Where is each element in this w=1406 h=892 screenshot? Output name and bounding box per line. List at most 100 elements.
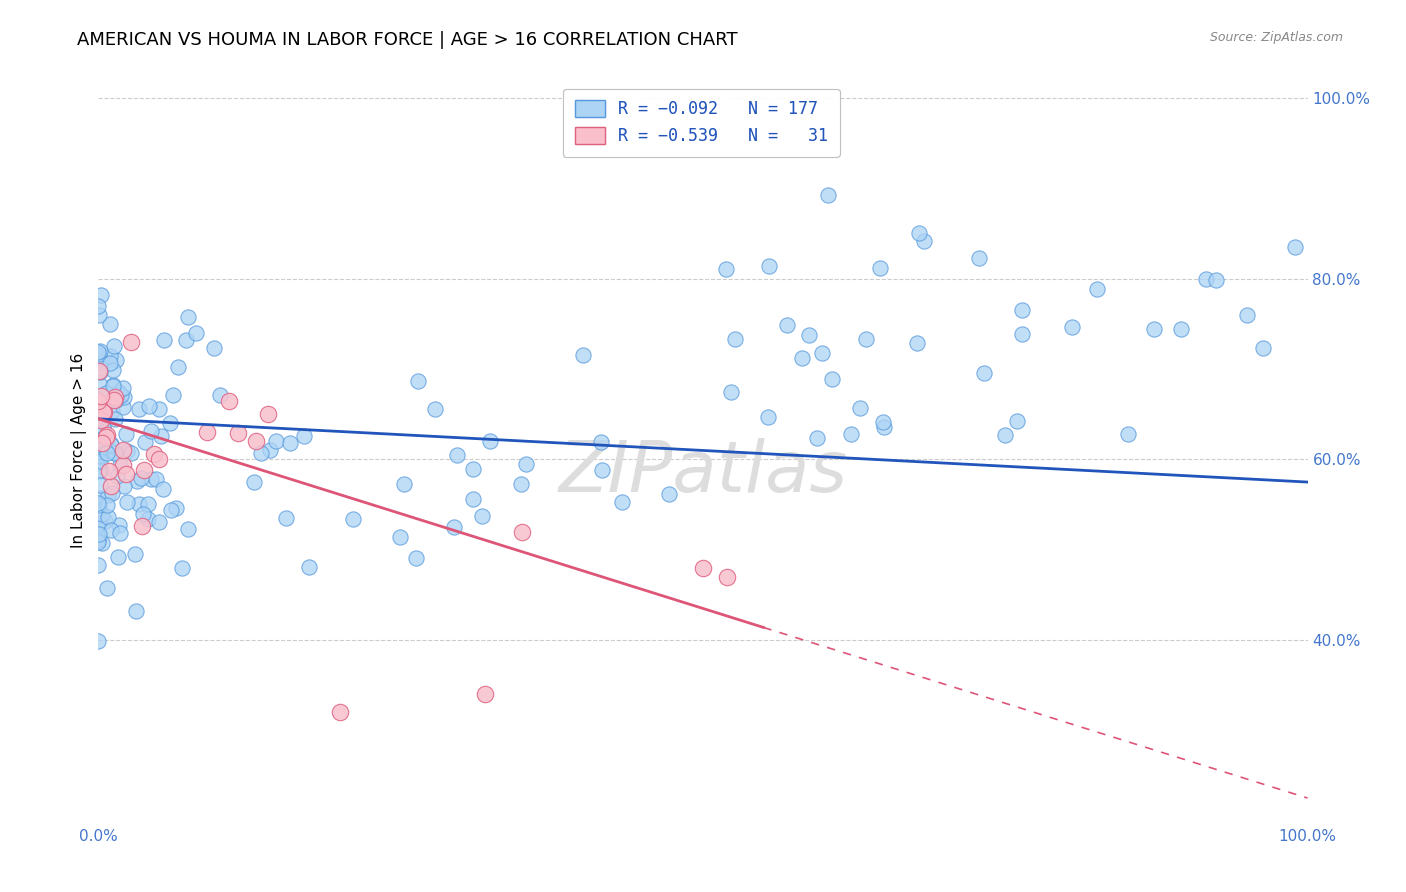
Point bbox=[87, 456, 110, 470]
Point bbox=[1205, 273, 1227, 287]
Point bbox=[90, 355, 112, 369]
Point bbox=[104, 390, 127, 404]
Point bbox=[87, 534, 110, 549]
Point bbox=[90, 288, 112, 302]
Point bbox=[121, 335, 143, 350]
Point bbox=[112, 390, 135, 404]
Point bbox=[87, 458, 110, 473]
Point bbox=[572, 348, 595, 362]
Point bbox=[141, 473, 163, 487]
Point bbox=[446, 448, 468, 462]
Point bbox=[97, 488, 120, 502]
Point bbox=[110, 388, 132, 402]
Point bbox=[342, 511, 364, 525]
Point bbox=[101, 485, 124, 500]
Point bbox=[87, 344, 110, 359]
Point bbox=[152, 482, 174, 496]
Point bbox=[124, 547, 146, 561]
Point bbox=[91, 404, 114, 418]
Point bbox=[101, 378, 124, 392]
Point bbox=[912, 234, 935, 248]
Point bbox=[93, 405, 115, 419]
Point bbox=[243, 475, 266, 489]
Point bbox=[96, 581, 118, 595]
Point bbox=[873, 420, 896, 434]
Point bbox=[89, 478, 111, 492]
Point bbox=[87, 464, 110, 478]
Point bbox=[128, 402, 150, 417]
Point bbox=[292, 428, 315, 442]
Point bbox=[1005, 414, 1028, 428]
Point bbox=[101, 404, 124, 418]
Point bbox=[973, 367, 995, 381]
Point bbox=[141, 424, 163, 438]
Point bbox=[87, 402, 110, 417]
Point bbox=[758, 259, 780, 273]
Point bbox=[96, 427, 118, 442]
Point bbox=[474, 687, 496, 701]
Point bbox=[89, 365, 111, 379]
Point bbox=[186, 326, 208, 340]
Point bbox=[228, 425, 250, 440]
Point bbox=[720, 384, 742, 399]
Point bbox=[872, 415, 894, 429]
Point bbox=[132, 508, 155, 522]
Point bbox=[87, 447, 110, 461]
Point bbox=[159, 416, 181, 430]
Point bbox=[461, 492, 484, 507]
Point bbox=[103, 339, 125, 353]
Text: ZIPatlas: ZIPatlas bbox=[558, 438, 848, 508]
Point bbox=[174, 334, 197, 348]
Point bbox=[855, 332, 877, 346]
Point bbox=[112, 381, 135, 395]
Point bbox=[105, 468, 128, 483]
Point bbox=[1284, 239, 1306, 253]
Point bbox=[87, 437, 110, 451]
Point bbox=[716, 570, 738, 584]
Point bbox=[869, 261, 891, 276]
Point bbox=[134, 435, 156, 450]
Point bbox=[479, 434, 502, 448]
Point bbox=[108, 458, 131, 472]
Point bbox=[107, 550, 129, 565]
Point bbox=[96, 446, 118, 460]
Point bbox=[104, 446, 127, 460]
Point bbox=[112, 478, 135, 492]
Point bbox=[1195, 272, 1218, 286]
Point bbox=[716, 261, 738, 276]
Point bbox=[87, 516, 110, 530]
Text: Source: ZipAtlas.com: Source: ZipAtlas.com bbox=[1209, 31, 1343, 45]
Point bbox=[98, 349, 121, 363]
Point bbox=[136, 498, 159, 512]
Point bbox=[87, 438, 110, 452]
Point bbox=[148, 452, 170, 467]
Point bbox=[278, 435, 301, 450]
Point bbox=[820, 372, 842, 386]
Point bbox=[104, 446, 127, 460]
Point bbox=[806, 431, 828, 445]
Point bbox=[177, 522, 200, 536]
Point bbox=[91, 420, 114, 434]
Point bbox=[797, 328, 820, 343]
Point bbox=[87, 446, 110, 460]
Point bbox=[756, 409, 779, 424]
Point bbox=[100, 523, 122, 537]
Point bbox=[994, 428, 1017, 442]
Point bbox=[967, 251, 990, 265]
Point bbox=[87, 308, 110, 322]
Point bbox=[510, 477, 533, 491]
Point bbox=[195, 425, 218, 440]
Point bbox=[101, 362, 124, 376]
Point bbox=[97, 509, 120, 524]
Point bbox=[90, 436, 112, 450]
Point bbox=[610, 495, 633, 509]
Point bbox=[1085, 282, 1108, 296]
Point bbox=[100, 356, 122, 370]
Point bbox=[167, 360, 190, 375]
Point bbox=[103, 392, 125, 407]
Point bbox=[297, 559, 319, 574]
Point bbox=[776, 318, 799, 333]
Point bbox=[148, 402, 170, 417]
Point bbox=[87, 364, 110, 378]
Point bbox=[274, 511, 297, 525]
